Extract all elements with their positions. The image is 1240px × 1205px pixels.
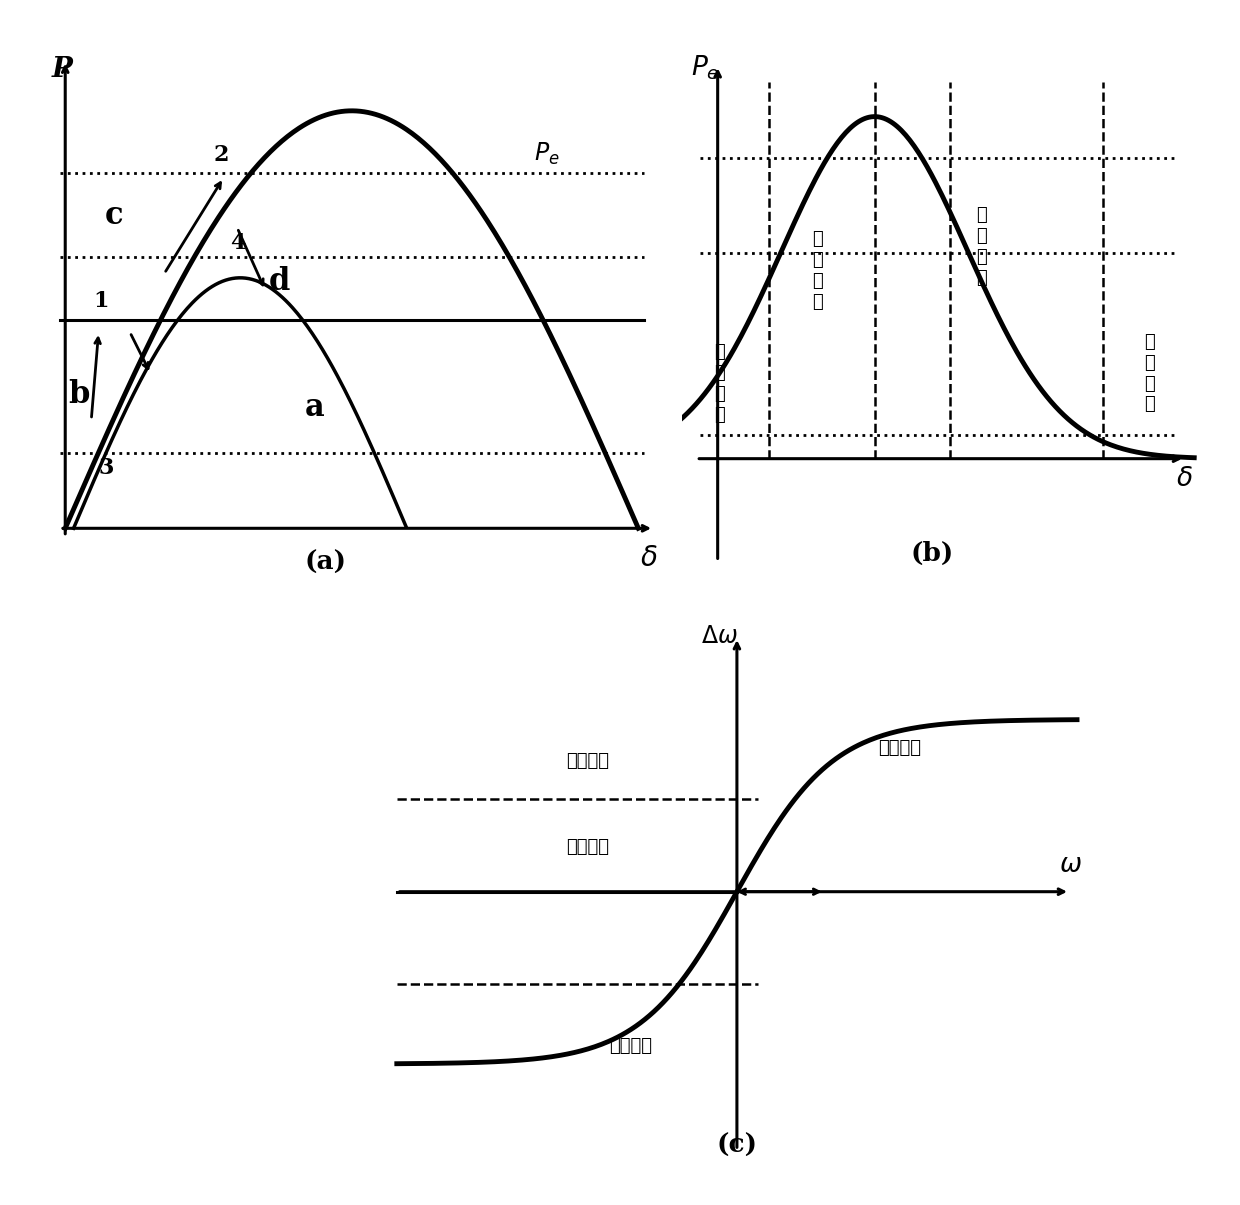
- Text: 减速阶段: 减速阶段: [567, 837, 610, 856]
- Text: $\delta$: $\delta$: [1176, 466, 1193, 492]
- Text: 加
速
阶
段: 加 速 阶 段: [1145, 333, 1154, 413]
- Text: $\delta$: $\delta$: [640, 543, 658, 572]
- Text: 2: 2: [213, 143, 228, 166]
- Text: (b): (b): [910, 541, 954, 566]
- Text: a: a: [305, 392, 325, 423]
- Text: 减速阶段: 减速阶段: [567, 752, 610, 770]
- Text: c: c: [105, 200, 124, 230]
- Text: 3: 3: [98, 457, 114, 480]
- Text: $P_e$: $P_e$: [534, 141, 559, 167]
- Text: 4: 4: [229, 231, 246, 253]
- Text: 加
速
阶
段: 加 速 阶 段: [812, 230, 823, 311]
- Text: 加速阶段: 加速阶段: [878, 739, 921, 757]
- Text: $P_e$: $P_e$: [691, 53, 719, 82]
- Text: b: b: [68, 380, 89, 410]
- Text: 1: 1: [93, 290, 109, 312]
- Text: d: d: [268, 266, 290, 298]
- Text: $\Delta\omega$: $\Delta\omega$: [702, 623, 738, 647]
- Text: 减
速
阶
段: 减 速 阶 段: [976, 206, 987, 287]
- Text: P: P: [52, 57, 73, 83]
- Text: 减
速
阶
段: 减 速 阶 段: [714, 343, 724, 424]
- Text: 加速阶段: 加速阶段: [609, 1036, 652, 1054]
- Text: $\omega$: $\omega$: [1059, 852, 1083, 877]
- Text: (c): (c): [717, 1133, 758, 1158]
- Text: (a): (a): [305, 549, 347, 575]
